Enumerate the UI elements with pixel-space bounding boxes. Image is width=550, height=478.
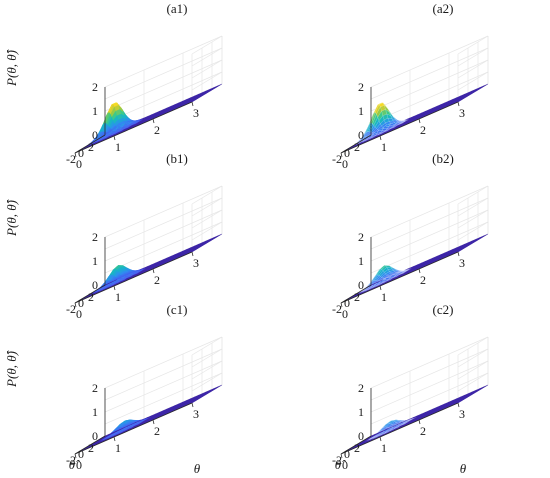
y-tick-label: -2 — [66, 152, 76, 166]
y-tick-label: -2 — [66, 453, 76, 467]
x-tick-label: 0 — [342, 157, 348, 171]
z-tick-label: 1 — [358, 254, 364, 268]
z-tick-label: 2 — [92, 80, 98, 94]
x-tick-label: 1 — [115, 140, 121, 154]
x-tick-label: 2 — [154, 123, 160, 137]
y-tick-label: -2 — [332, 302, 342, 316]
x-tick-label: 1 — [381, 290, 387, 304]
x-tick-label: 3 — [193, 256, 199, 270]
z-tick-label: 2 — [92, 381, 98, 395]
surface-mesh — [340, 83, 489, 154]
y-axis-label: θ̂ — [335, 457, 346, 472]
z-tick-label: 1 — [92, 405, 98, 419]
y-tick-label: 2 — [354, 441, 360, 455]
panel-title: (a1) — [167, 1, 188, 16]
y-tick-label: 2 — [354, 290, 360, 304]
y-tick-label: 0 — [344, 146, 350, 160]
x-tick-label: 0 — [76, 307, 82, 321]
z-tick-label: 1 — [92, 104, 98, 118]
panel-title: (a2) — [433, 1, 454, 16]
surface-mesh — [74, 233, 223, 304]
z-tick-label: 2 — [92, 230, 98, 244]
z-axis-label: P(θ, θ̂) — [4, 350, 19, 388]
x-tick-label: 3 — [459, 256, 465, 270]
x-tick-label: 1 — [115, 441, 121, 455]
x-tick-label: 3 — [193, 106, 199, 120]
x-tick-label: 0 — [342, 458, 348, 472]
x-axis-label: θ — [460, 461, 467, 476]
y-axis-label: θ̂ — [69, 457, 80, 472]
panel-title: (b1) — [166, 151, 188, 166]
x-tick-label: 2 — [420, 273, 426, 287]
y-tick-label: 0 — [78, 146, 84, 160]
y-tick-label: 2 — [88, 441, 94, 455]
z-tick-label: 0 — [92, 128, 98, 142]
x-tick-label: 2 — [420, 123, 426, 137]
z-tick-label: 2 — [358, 230, 364, 244]
x-tick-label: 1 — [115, 290, 121, 304]
surface-mesh — [74, 384, 223, 455]
y-tick-label: -2 — [332, 152, 342, 166]
z-tick-label: 0 — [92, 278, 98, 292]
x-tick-label: 0 — [342, 307, 348, 321]
y-tick-label: 2 — [88, 290, 94, 304]
panel-title: (c1) — [167, 302, 188, 317]
x-tick-label: 1 — [381, 140, 387, 154]
z-tick-label: 1 — [358, 405, 364, 419]
panel-title: (c2) — [433, 302, 454, 317]
y-tick-label: 0 — [78, 296, 84, 310]
z-axis-label: P(θ, θ̂) — [4, 49, 19, 87]
surface-mesh — [340, 233, 489, 304]
x-tick-label: 3 — [193, 407, 199, 421]
y-tick-label: 0 — [344, 447, 350, 461]
z-axis-label: P(θ, θ̂) — [4, 199, 19, 237]
z-tick-label: 2 — [358, 381, 364, 395]
z-tick-label: 0 — [92, 429, 98, 443]
y-tick-label: -2 — [66, 302, 76, 316]
z-tick-label: 0 — [358, 278, 364, 292]
y-tick-label: 0 — [78, 447, 84, 461]
x-tick-label: 3 — [459, 106, 465, 120]
z-tick-label: 2 — [358, 80, 364, 94]
y-tick-label: 0 — [344, 296, 350, 310]
z-tick-label: 0 — [358, 128, 364, 142]
x-tick-label: 1 — [381, 441, 387, 455]
x-tick-label: 0 — [76, 157, 82, 171]
x-tick-label: 0 — [76, 458, 82, 472]
y-tick-label: 2 — [354, 140, 360, 154]
y-tick-label: -2 — [332, 453, 342, 467]
z-tick-label: 1 — [358, 104, 364, 118]
z-tick-label: 1 — [92, 254, 98, 268]
x-tick-label: 2 — [154, 424, 160, 438]
y-tick-label: 2 — [88, 140, 94, 154]
x-tick-label: 3 — [459, 407, 465, 421]
surface-mesh — [340, 384, 489, 455]
x-tick-label: 2 — [420, 424, 426, 438]
panel-title: (b2) — [432, 151, 454, 166]
surface-mesh — [74, 83, 223, 154]
x-tick-label: 2 — [154, 273, 160, 287]
z-tick-label: 0 — [358, 429, 364, 443]
x-axis-label: θ — [194, 461, 201, 476]
